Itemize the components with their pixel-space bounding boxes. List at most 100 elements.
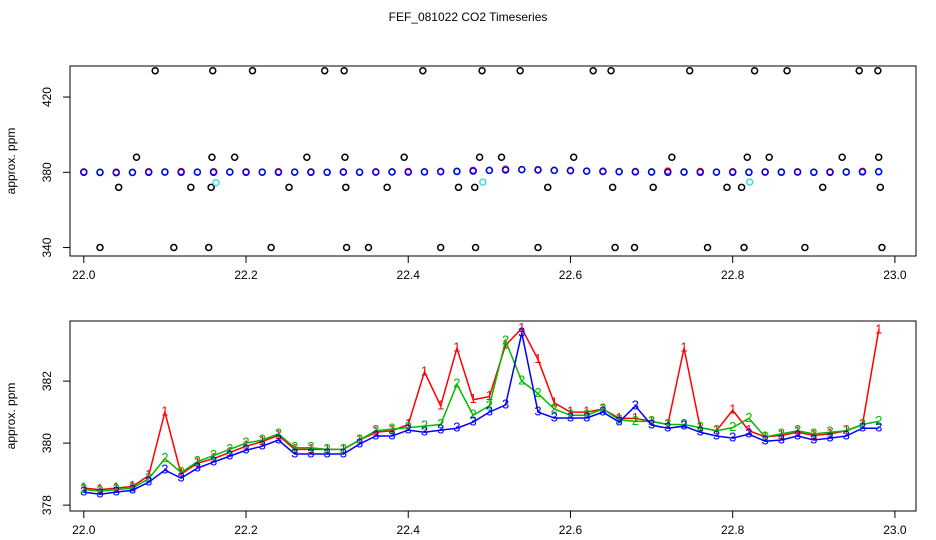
series-line [83, 327, 880, 491]
point [685, 66, 694, 75]
point-symbol: 2 [729, 419, 736, 434]
point [340, 66, 348, 75]
point-symbol: 1 [210, 450, 217, 465]
point [668, 153, 676, 161]
point [838, 153, 846, 161]
point-symbol: 2 [502, 332, 509, 347]
point-symbol: 2 [259, 431, 266, 446]
point-symbol: 3 [307, 445, 314, 460]
point [242, 168, 250, 177]
point [723, 183, 731, 192]
point-symbol: 1 [729, 402, 736, 417]
point-symbol: 2 [291, 439, 298, 454]
point-symbol: 3 [729, 430, 736, 445]
point [419, 66, 427, 75]
point-symbol: 1 [161, 404, 168, 419]
point-symbol: 2 [745, 410, 752, 425]
point-symbol: 2 [226, 441, 233, 456]
point-symbol: 3 [826, 430, 833, 445]
point-symbol: 2 [616, 411, 623, 426]
point-symbol: 3 [778, 431, 785, 446]
point-symbol: 2 [762, 428, 769, 443]
point [745, 168, 753, 177]
point-symbol: 1 [713, 422, 720, 437]
point-symbol: 2 [794, 422, 801, 437]
point [383, 183, 391, 192]
point-symbol: 2 [810, 425, 817, 440]
point-symbol: 2 [96, 483, 103, 498]
point-symbol: 2 [713, 422, 720, 437]
point-symbol: 3 [648, 417, 655, 432]
series-line [83, 338, 879, 492]
point-symbol: 3 [745, 426, 752, 441]
point [874, 167, 883, 176]
point-symbol: 3 [80, 484, 87, 499]
point [161, 168, 169, 176]
point-symbol: 2 [534, 385, 541, 400]
point [518, 165, 526, 174]
point [320, 66, 329, 75]
point [855, 66, 863, 75]
point [193, 168, 202, 176]
point-symbol: 3 [145, 474, 152, 489]
x-tick-label: 22.2 [234, 523, 258, 537]
point [743, 153, 752, 161]
point-symbol: 3 [178, 470, 185, 485]
point-symbol: 1 [324, 441, 331, 456]
point [516, 66, 524, 75]
point-symbol: 2 [470, 407, 477, 422]
point-symbol: 2 [583, 407, 590, 422]
x-tick-label: 22.8 [721, 523, 745, 537]
point [96, 243, 104, 252]
point-symbol: 1 [583, 404, 590, 419]
point [471, 243, 480, 252]
point-symbol: 1 [340, 441, 347, 456]
point [680, 168, 688, 176]
point-symbol: 2 [80, 481, 87, 496]
point [761, 168, 769, 176]
point-symbol: 3 [680, 418, 687, 433]
point-symbol: 3 [534, 404, 541, 419]
point-symbol: 3 [226, 448, 233, 463]
point [207, 183, 215, 192]
point-symbol: 2 [551, 400, 558, 415]
point-symbol: 2 [648, 413, 655, 428]
y-tick-label: 380 [40, 433, 54, 453]
y-axis-label: approx. ppm [4, 383, 18, 450]
y-tick-label: 382 [40, 371, 54, 391]
point-symbol: 3 [437, 422, 444, 437]
point-symbol: 2 [453, 376, 460, 391]
point-symbol: 2 [405, 419, 412, 434]
point-symbol: 1 [80, 480, 87, 495]
point-symbol: 1 [616, 410, 623, 425]
point [783, 66, 791, 75]
point-symbol: 3 [194, 460, 201, 475]
point [128, 168, 137, 177]
point [534, 166, 542, 174]
point-symbol: 2 [859, 416, 866, 431]
point-symbol: 2 [697, 419, 704, 434]
y-tick-label: 420 [40, 87, 54, 107]
point-symbol: 3 [762, 433, 769, 448]
x-tick-label: 22.4 [397, 268, 421, 282]
point [712, 168, 721, 176]
point-symbol: 3 [113, 484, 120, 499]
point [144, 168, 153, 177]
point [826, 168, 834, 177]
x-tick-label: 23.0 [883, 523, 907, 537]
point [550, 166, 558, 175]
point [611, 243, 619, 252]
point-symbol: 1 [145, 467, 152, 482]
point-symbol: 2 [778, 425, 785, 440]
point [170, 243, 178, 252]
point-symbol: 3 [794, 427, 801, 442]
x-tick-label: 22.8 [721, 268, 745, 282]
point [80, 168, 88, 177]
point-symbol: 1 [843, 422, 850, 437]
point [589, 66, 597, 75]
point [248, 66, 257, 75]
point-symbol: 3 [356, 435, 363, 450]
point-symbol: 2 [680, 416, 687, 431]
point-symbol: 1 [534, 351, 541, 366]
point [372, 168, 380, 176]
